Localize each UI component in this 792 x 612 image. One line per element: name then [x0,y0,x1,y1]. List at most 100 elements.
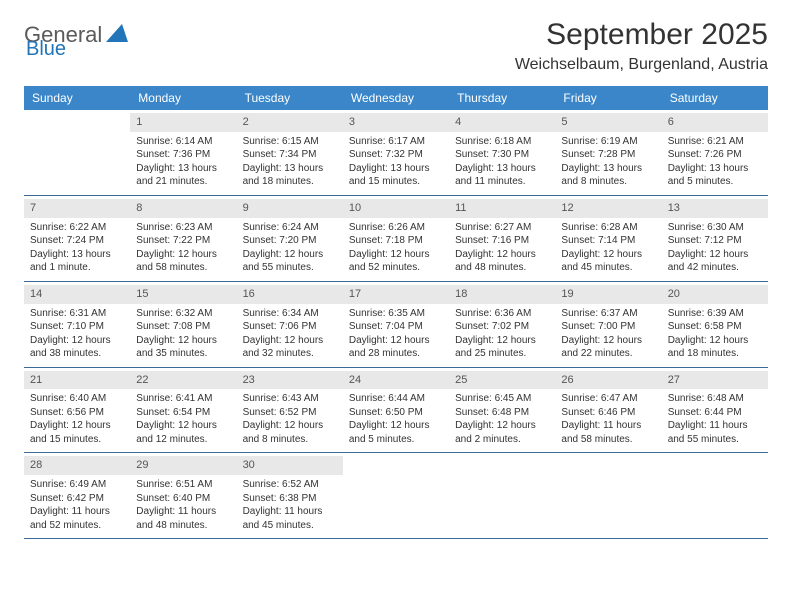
day-number: 1 [130,113,236,132]
day-number: 27 [662,371,768,390]
sunrise-text: Sunrise: 6:32 AM [136,307,230,321]
sunrise-text: Sunrise: 6:45 AM [455,392,549,406]
daylight-text: and 52 minutes. [30,519,124,533]
sunset-text: Sunset: 6:56 PM [30,406,124,420]
sunrise-text: Sunrise: 6:47 AM [561,392,655,406]
sunrise-text: Sunrise: 6:28 AM [561,221,655,235]
daylight-text: Daylight: 12 hours [668,334,762,348]
sunset-text: Sunset: 7:14 PM [561,234,655,248]
sunset-text: Sunset: 7:02 PM [455,320,549,334]
sunset-text: Sunset: 7:26 PM [668,148,762,162]
daylight-text: and 21 minutes. [136,175,230,189]
logo-text-blue: Blue [26,38,66,60]
day-cell: 12Sunrise: 6:28 AMSunset: 7:14 PMDayligh… [555,196,661,281]
sunrise-text: Sunrise: 6:49 AM [30,478,124,492]
week-row: 14Sunrise: 6:31 AMSunset: 7:10 PMDayligh… [24,282,768,368]
sunset-text: Sunset: 7:04 PM [349,320,443,334]
daylight-text: and 18 minutes. [668,347,762,361]
daylight-text: Daylight: 12 hours [243,419,337,433]
day-header: Thursday [449,86,555,110]
day-number: 15 [130,285,236,304]
daylight-text: Daylight: 12 hours [455,248,549,262]
day-cell [449,453,555,538]
day-number: 22 [130,371,236,390]
sunset-text: Sunset: 7:22 PM [136,234,230,248]
day-number: 11 [449,199,555,218]
day-cell: 30Sunrise: 6:52 AMSunset: 6:38 PMDayligh… [237,453,343,538]
logo: General Blue [24,22,128,48]
sunset-text: Sunset: 7:08 PM [136,320,230,334]
daylight-text: and 11 minutes. [455,175,549,189]
sunset-text: Sunset: 6:46 PM [561,406,655,420]
day-cell: 15Sunrise: 6:32 AMSunset: 7:08 PMDayligh… [130,282,236,367]
day-cell [662,453,768,538]
daylight-text: and 18 minutes. [243,175,337,189]
sunrise-text: Sunrise: 6:21 AM [668,135,762,149]
daylight-text: and 28 minutes. [349,347,443,361]
day-cell: 17Sunrise: 6:35 AMSunset: 7:04 PMDayligh… [343,282,449,367]
sunset-text: Sunset: 7:32 PM [349,148,443,162]
sunset-text: Sunset: 7:18 PM [349,234,443,248]
day-cell: 9Sunrise: 6:24 AMSunset: 7:20 PMDaylight… [237,196,343,281]
day-number: 23 [237,371,343,390]
daylight-text: and 5 minutes. [349,433,443,447]
day-cell: 28Sunrise: 6:49 AMSunset: 6:42 PMDayligh… [24,453,130,538]
day-number: 6 [662,113,768,132]
day-number: 21 [24,371,130,390]
day-number: 29 [130,456,236,475]
sunrise-text: Sunrise: 6:15 AM [243,135,337,149]
daylight-text: and 48 minutes. [455,261,549,275]
sunrise-text: Sunrise: 6:31 AM [30,307,124,321]
sunrise-text: Sunrise: 6:37 AM [561,307,655,321]
day-cell: 29Sunrise: 6:51 AMSunset: 6:40 PMDayligh… [130,453,236,538]
sunset-text: Sunset: 6:40 PM [136,492,230,506]
daylight-text: Daylight: 13 hours [30,248,124,262]
sunrise-text: Sunrise: 6:40 AM [30,392,124,406]
day-number: 12 [555,199,661,218]
day-cell: 3Sunrise: 6:17 AMSunset: 7:32 PMDaylight… [343,110,449,195]
day-cell [343,453,449,538]
daylight-text: Daylight: 12 hours [561,334,655,348]
daylight-text: and 1 minute. [30,261,124,275]
day-cell: 7Sunrise: 6:22 AMSunset: 7:24 PMDaylight… [24,196,130,281]
sunset-text: Sunset: 6:48 PM [455,406,549,420]
day-cell: 27Sunrise: 6:48 AMSunset: 6:44 PMDayligh… [662,368,768,453]
day-cell: 10Sunrise: 6:26 AMSunset: 7:18 PMDayligh… [343,196,449,281]
day-number: 20 [662,285,768,304]
sunrise-text: Sunrise: 6:27 AM [455,221,549,235]
daylight-text: and 22 minutes. [561,347,655,361]
daylight-text: and 8 minutes. [561,175,655,189]
calendar: SundayMondayTuesdayWednesdayThursdayFrid… [24,86,768,539]
daylight-text: Daylight: 12 hours [349,248,443,262]
daylight-text: Daylight: 12 hours [455,419,549,433]
day-number: 3 [343,113,449,132]
daylight-text: Daylight: 12 hours [349,334,443,348]
daylight-text: and 5 minutes. [668,175,762,189]
day-number: 7 [24,199,130,218]
day-cell: 4Sunrise: 6:18 AMSunset: 7:30 PMDaylight… [449,110,555,195]
sunrise-text: Sunrise: 6:52 AM [243,478,337,492]
daylight-text: Daylight: 12 hours [30,419,124,433]
daylight-text: Daylight: 12 hours [455,334,549,348]
day-number: 8 [130,199,236,218]
sunrise-text: Sunrise: 6:17 AM [349,135,443,149]
daylight-text: Daylight: 11 hours [30,505,124,519]
sunrise-text: Sunrise: 6:35 AM [349,307,443,321]
day-cell: 19Sunrise: 6:37 AMSunset: 7:00 PMDayligh… [555,282,661,367]
sunset-text: Sunset: 7:28 PM [561,148,655,162]
sunrise-text: Sunrise: 6:19 AM [561,135,655,149]
daylight-text: Daylight: 12 hours [30,334,124,348]
daylight-text: and 25 minutes. [455,347,549,361]
sunset-text: Sunset: 7:00 PM [561,320,655,334]
daylight-text: Daylight: 11 hours [668,419,762,433]
sunset-text: Sunset: 7:12 PM [668,234,762,248]
daylight-text: and 35 minutes. [136,347,230,361]
day-number: 10 [343,199,449,218]
day-number: 28 [24,456,130,475]
sunrise-text: Sunrise: 6:44 AM [349,392,443,406]
daylight-text: Daylight: 12 hours [349,419,443,433]
sunrise-text: Sunrise: 6:43 AM [243,392,337,406]
daylight-text: and 42 minutes. [668,261,762,275]
header: General Blue September 2025 Weichselbaum… [24,18,768,74]
daylight-text: and 15 minutes. [349,175,443,189]
